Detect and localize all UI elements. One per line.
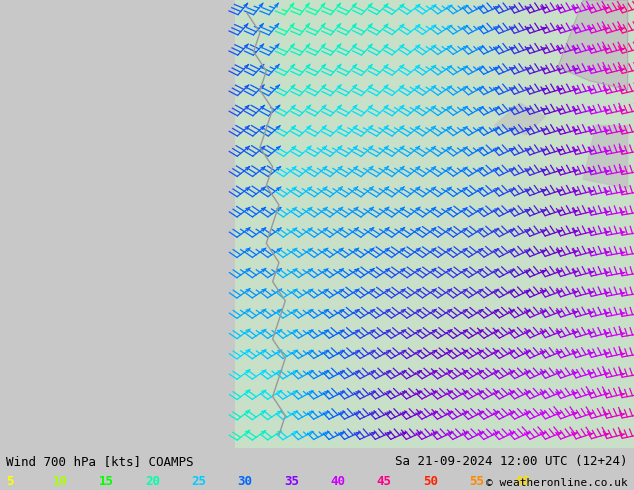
Text: 45: 45 [377,475,392,488]
Text: 40: 40 [330,475,346,488]
Text: 60: 60 [515,475,531,488]
Text: 50: 50 [423,475,438,488]
Text: 5: 5 [6,475,14,488]
Text: Sa 21-09-2024 12:00 UTC (12+24): Sa 21-09-2024 12:00 UTC (12+24) [395,455,628,467]
Text: 10: 10 [53,475,68,488]
Polygon shape [558,0,628,90]
Text: 20: 20 [145,475,160,488]
Text: 55: 55 [469,475,484,488]
Bar [235,0,634,448]
Text: 30: 30 [238,475,253,488]
Text: Wind 700 hPa [kts] COAMPS: Wind 700 hPa [kts] COAMPS [6,455,194,467]
Text: 25: 25 [191,475,207,488]
Text: © weatheronline.co.uk: © weatheronline.co.uk [486,478,628,488]
Polygon shape [495,103,545,135]
Text: 15: 15 [99,475,114,488]
Polygon shape [583,125,628,188]
Text: 35: 35 [284,475,299,488]
